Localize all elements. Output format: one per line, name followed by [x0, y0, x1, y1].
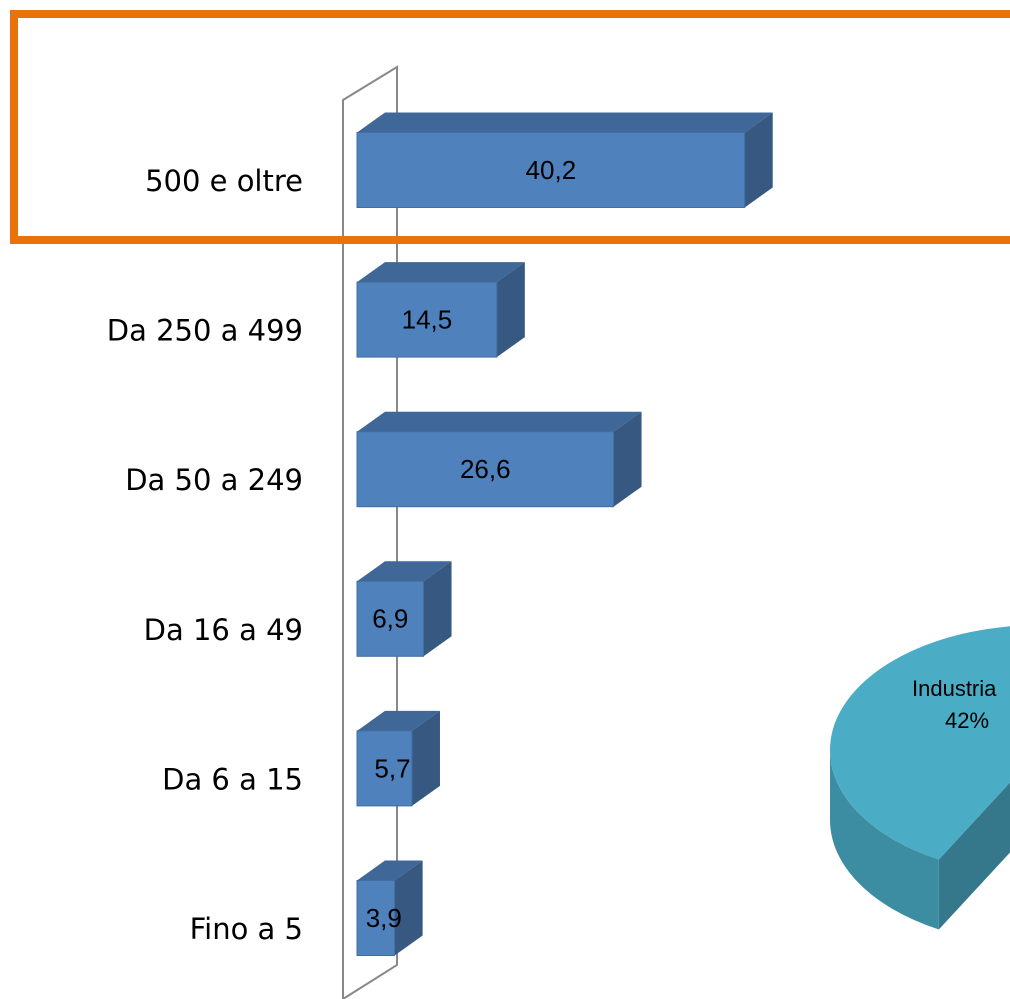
- category-label: Da 250 a 499: [107, 314, 303, 348]
- bar-top: [357, 860, 423, 881]
- value-label: 6,9: [372, 604, 408, 634]
- bar-side: [613, 411, 642, 507]
- pie-cut: [938, 782, 1010, 930]
- pie-slice: [830, 626, 1010, 860]
- bar-side: [423, 561, 452, 657]
- bar-top: [357, 262, 525, 283]
- bar-top: [357, 112, 773, 133]
- back-wall: [342, 65, 398, 999]
- bar: [356, 580, 425, 657]
- bar-side: [411, 710, 440, 806]
- category-label: Da 16 a 49: [144, 613, 303, 647]
- value-label: 26,6: [460, 454, 511, 484]
- pie-label: Industria: [912, 676, 997, 701]
- category-label: 500 e oltre: [145, 164, 303, 198]
- bar-group: 500 e oltre 40,2 Da 250 a 499 14,5 Da 50 a 2…: [107, 112, 773, 956]
- bar: [356, 281, 498, 358]
- pie-group: Industria 42%: [830, 626, 1010, 930]
- pie-value-label: 42%: [945, 708, 989, 733]
- category-label: Da 50 a 249: [125, 463, 303, 497]
- value-label: 3,9: [366, 903, 402, 933]
- value-label: 40,2: [526, 155, 577, 185]
- bar-top: [357, 561, 452, 582]
- bar: [356, 880, 396, 956]
- bar: [356, 132, 746, 208]
- category-label: Da 6 a 15: [162, 762, 303, 796]
- category-label: Fino a 5: [190, 912, 303, 946]
- bar-top: [357, 710, 440, 731]
- bar-side: [744, 112, 773, 208]
- value-label: 14,5: [402, 304, 453, 334]
- bar-side: [496, 262, 525, 358]
- bar-top: [357, 411, 642, 432]
- pie-side: [830, 750, 939, 930]
- bar-side: [394, 860, 423, 956]
- highlight-box: [10, 10, 1010, 244]
- bar: [356, 730, 413, 807]
- value-label: 5,7: [374, 753, 410, 783]
- bar: [356, 431, 615, 508]
